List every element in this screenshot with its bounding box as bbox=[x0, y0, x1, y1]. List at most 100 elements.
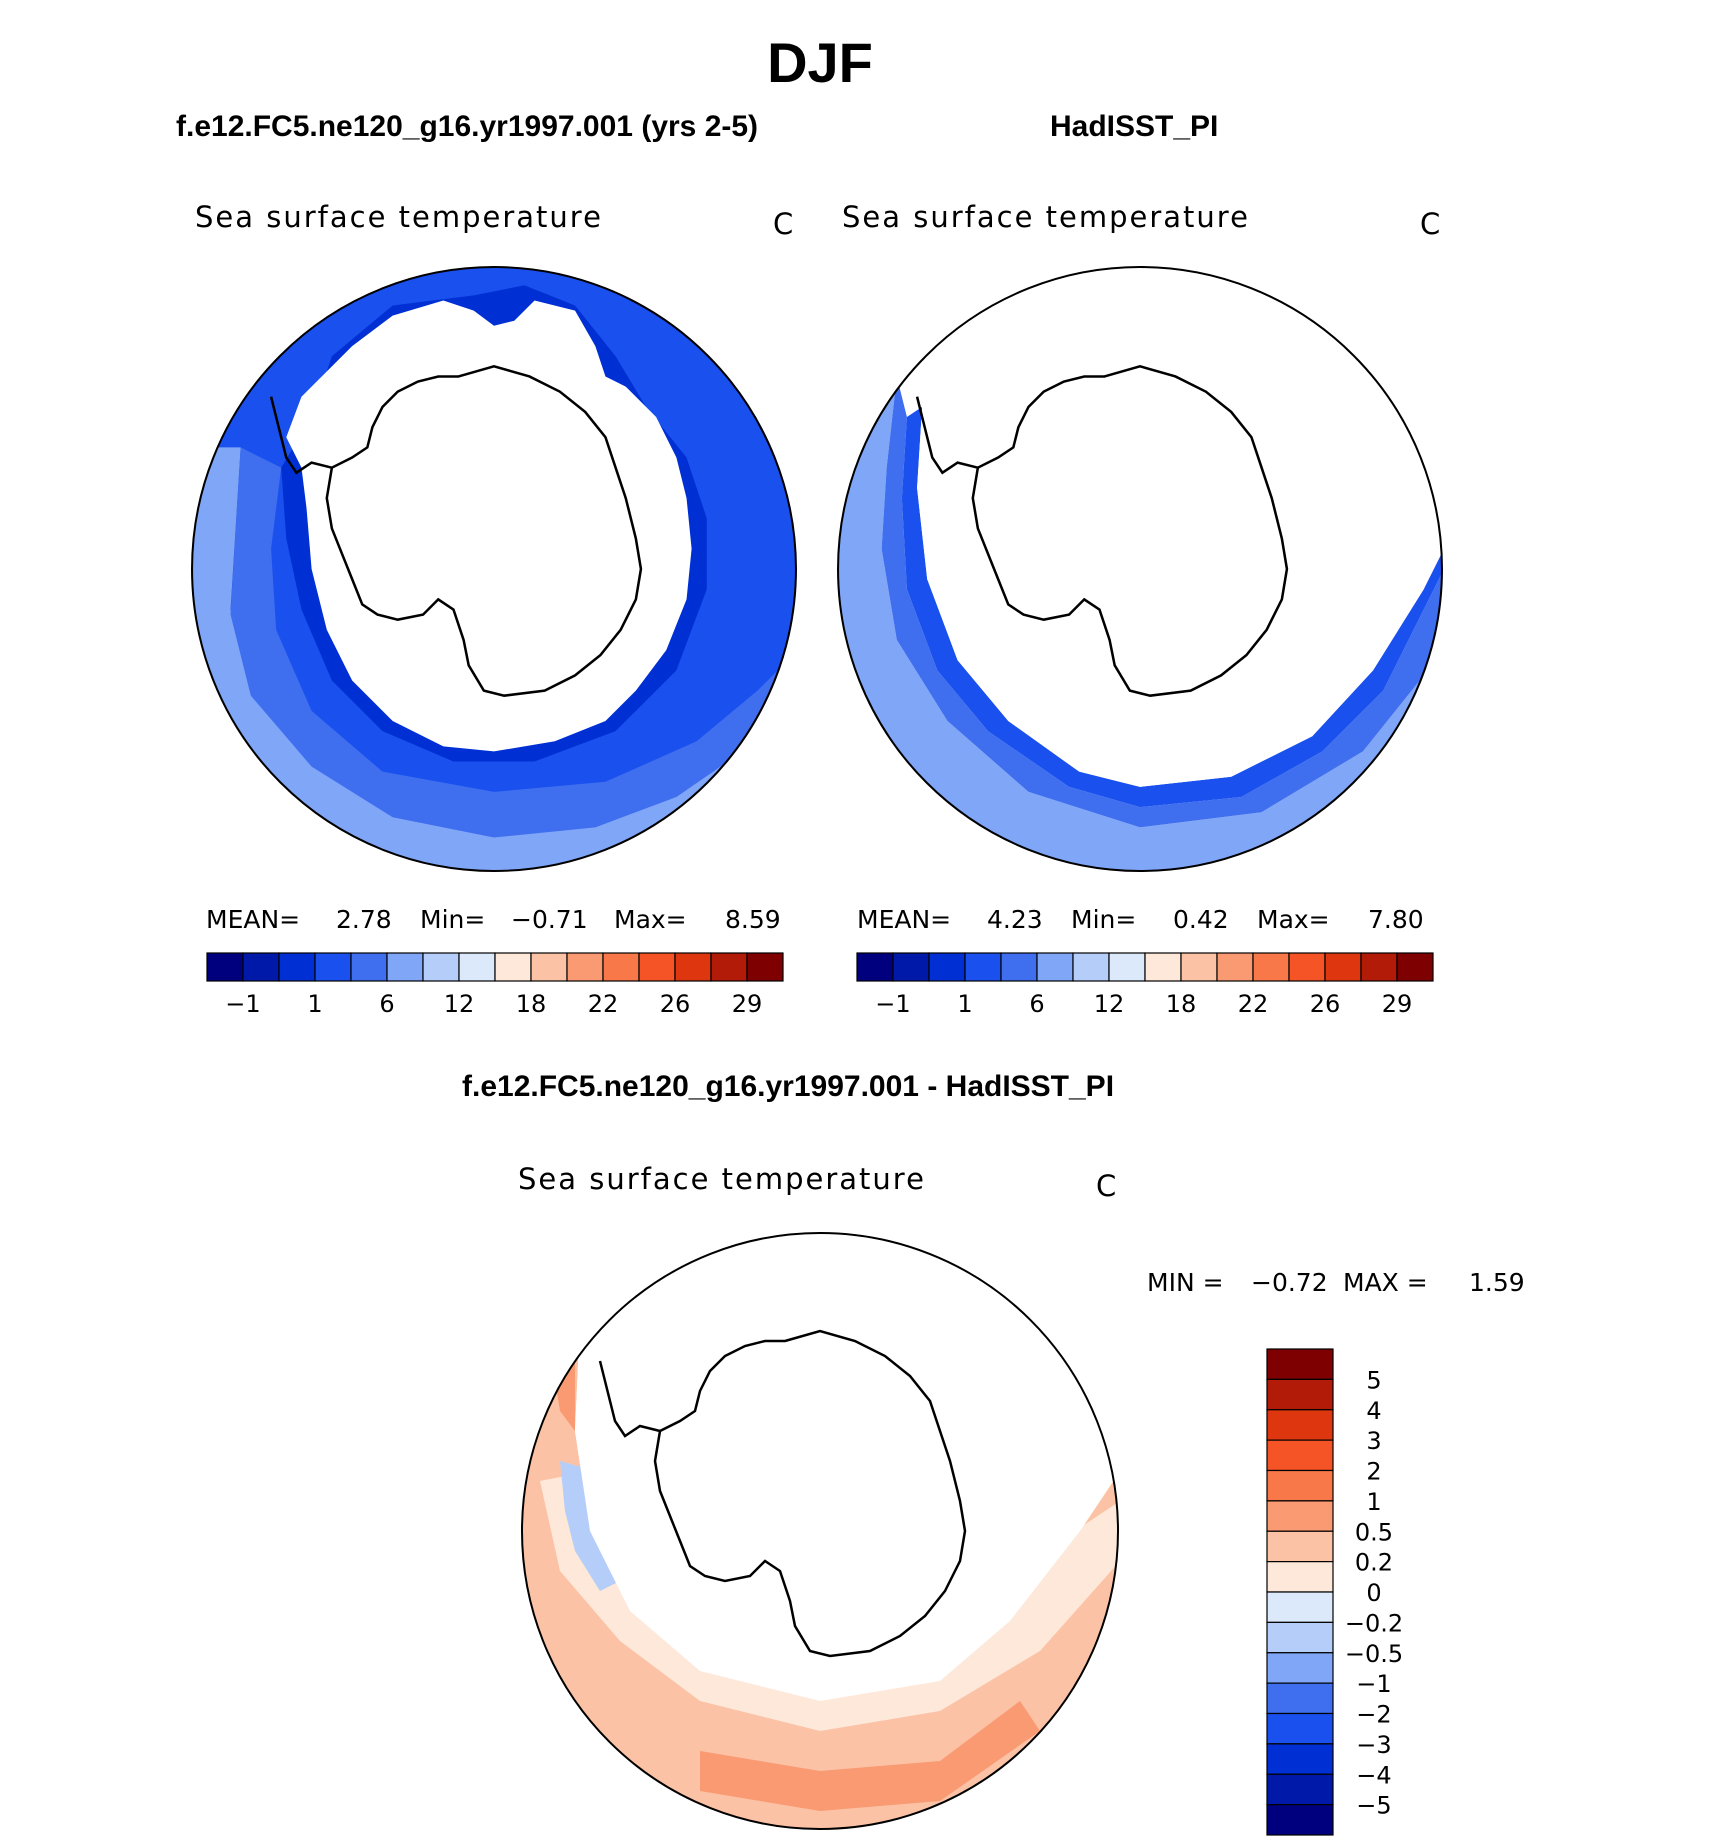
diff-colorbar-tick-label: 0.2 bbox=[1355, 1549, 1393, 1577]
right-variable-label: Sea surface temperature bbox=[842, 200, 1250, 234]
left-mean-label: MEAN= bbox=[206, 905, 301, 934]
right-peninsula-coastline bbox=[915, 396, 979, 475]
left-colorbar-box bbox=[242, 952, 280, 982]
diff-sst-map bbox=[521, 1232, 1119, 1830]
right-colorbar-box bbox=[892, 952, 930, 982]
diff-colorbar-tick-label: −2 bbox=[1356, 1701, 1391, 1729]
diff-minmax-row: MIN = −0.72 MAX = 1.59 bbox=[1147, 1268, 1597, 1300]
left-mean-value: 2.78 bbox=[336, 905, 392, 934]
diff-colorbar-tick-label: 4 bbox=[1366, 1397, 1381, 1425]
right-max-value: 7.80 bbox=[1368, 905, 1424, 934]
left-colorbar-box bbox=[494, 952, 532, 982]
left-colorbar-box bbox=[458, 952, 496, 982]
diff-antarctica-coastline bbox=[653, 1329, 967, 1658]
left-peninsula-coastline bbox=[269, 396, 333, 475]
left-colorbar-tick-label: 29 bbox=[732, 990, 763, 1018]
left-max-value: 8.59 bbox=[725, 905, 781, 934]
right-colorbar-tick-label: 12 bbox=[1094, 990, 1125, 1018]
diff-colorbar-tick-label: −0.2 bbox=[1345, 1609, 1403, 1637]
diff-colorbar-box bbox=[1266, 1439, 1334, 1472]
right-max-label: Max= bbox=[1257, 905, 1330, 934]
right-colorbar-box bbox=[856, 952, 894, 982]
right-colorbar-tick-label: −1 bbox=[875, 990, 910, 1018]
diff-colorbar: 5 43 210.5 0.20−0.2 −0.5−1 −2−3−4 −5 bbox=[1266, 1348, 1403, 1836]
left-colorbar-box bbox=[314, 952, 352, 982]
left-sea-ice-mask bbox=[286, 300, 692, 752]
diff-colorbar-tick-label: −1 bbox=[1356, 1670, 1391, 1698]
right-colorbar: −1 1 6 12 18 22 26 29 bbox=[856, 952, 1434, 1018]
diff-max-value: 1.59 bbox=[1469, 1268, 1525, 1297]
right-colorbar-box bbox=[1072, 952, 1110, 982]
diff-colorbar-tick-label: 1 bbox=[1366, 1488, 1381, 1516]
left-units-label: C bbox=[773, 207, 794, 241]
right-colorbar-tick-label: 22 bbox=[1238, 990, 1269, 1018]
left-case-title: f.e12.FC5.ne120_g16.yr1997.001 (yrs 2-5) bbox=[176, 110, 759, 143]
diff-field-near-zero bbox=[540, 1471, 1118, 1731]
left-colorbar-box bbox=[206, 952, 244, 982]
diff-colorbar-tick-label: 0.5 bbox=[1355, 1518, 1393, 1546]
diff-min-value: −0.72 bbox=[1251, 1268, 1328, 1297]
diff-colorbar-box bbox=[1266, 1804, 1334, 1836]
right-colorbar-box bbox=[964, 952, 1002, 982]
right-colorbar-box bbox=[1252, 952, 1290, 982]
diff-case-title: f.e12.FC5.ne120_g16.yr1997.001 - HadISST… bbox=[462, 1070, 1115, 1103]
left-map-border bbox=[191, 266, 797, 872]
right-min-label: Min= bbox=[1071, 905, 1137, 934]
right-colorbar-box bbox=[1396, 952, 1434, 982]
diff-colorbar-box bbox=[1266, 1469, 1334, 1502]
left-min-label: Min= bbox=[420, 905, 486, 934]
right-colorbar-box bbox=[1036, 952, 1074, 982]
right-colorbar-tick-label: 6 bbox=[1029, 990, 1044, 1018]
diff-colorbar-tick-label: −0.5 bbox=[1345, 1640, 1403, 1668]
left-min-value: −0.71 bbox=[511, 905, 588, 934]
diff-colorbar-box bbox=[1266, 1591, 1334, 1623]
diff-colorbar-tick-label: −3 bbox=[1356, 1731, 1391, 1759]
right-colorbar-box bbox=[1360, 952, 1398, 982]
right-colorbar-box bbox=[1000, 952, 1038, 982]
diff-colorbar-box bbox=[1266, 1652, 1334, 1684]
left-colorbar-box bbox=[566, 952, 604, 982]
left-colorbar-box bbox=[422, 952, 460, 982]
left-colorbar-tick-label: 26 bbox=[660, 990, 691, 1018]
left-colorbar-box bbox=[638, 952, 676, 982]
diff-ice-mask bbox=[575, 1246, 1118, 1701]
diff-field-warm-light bbox=[522, 1321, 1118, 1829]
left-sst-map bbox=[191, 266, 797, 872]
right-antarctica-coastline bbox=[971, 365, 1289, 697]
diff-field-warm-strip bbox=[550, 1341, 1040, 1811]
left-colorbar: −1 1 6 12 18 22 26 29 bbox=[206, 952, 784, 1018]
right-min-value: 0.42 bbox=[1173, 905, 1229, 934]
diff-colorbar-box bbox=[1266, 1682, 1334, 1715]
right-map-border bbox=[837, 266, 1443, 872]
left-colorbar-tick-label: 12 bbox=[444, 990, 475, 1018]
left-antarctica-coastline bbox=[325, 365, 643, 697]
right-mean-label: MEAN= bbox=[857, 905, 952, 934]
diff-colorbar-tick-label: −5 bbox=[1356, 1792, 1391, 1820]
diff-colorbar-box bbox=[1266, 1712, 1334, 1745]
left-stats-row: MEAN= 2.78 Min= −0.71 Max= 8.59 bbox=[206, 905, 786, 937]
right-colorbar-box bbox=[928, 952, 966, 982]
diff-colorbar-box bbox=[1266, 1409, 1334, 1441]
left-colorbar-box bbox=[710, 952, 748, 982]
left-colorbar-box bbox=[674, 952, 712, 982]
diff-min-label: MIN = bbox=[1147, 1268, 1224, 1297]
diff-colorbar-box bbox=[1266, 1530, 1334, 1563]
diff-peninsula-coastline bbox=[598, 1360, 661, 1438]
left-colorbar-tick-label: 22 bbox=[588, 990, 619, 1018]
right-sst-map bbox=[837, 266, 1443, 872]
right-ice-mask bbox=[917, 295, 1442, 787]
diff-max-label: MAX = bbox=[1343, 1268, 1428, 1297]
diff-colorbar-box bbox=[1266, 1621, 1334, 1654]
left-colorbar-tick-label: 6 bbox=[379, 990, 394, 1018]
left-colorbar-box bbox=[278, 952, 316, 982]
diff-variable-label: Sea surface temperature bbox=[518, 1162, 926, 1196]
diff-colorbar-tick-label: 3 bbox=[1366, 1427, 1381, 1455]
diff-map-border bbox=[521, 1232, 1119, 1830]
figure-title: DJF bbox=[767, 31, 873, 94]
right-case-title: HadISST_PI bbox=[1050, 110, 1219, 143]
diff-colorbar-box bbox=[1266, 1348, 1334, 1380]
diff-colorbar-box bbox=[1266, 1561, 1334, 1593]
diff-colorbar-box bbox=[1266, 1378, 1334, 1411]
right-colorbar-box bbox=[1216, 952, 1254, 982]
left-max-label: Max= bbox=[614, 905, 687, 934]
